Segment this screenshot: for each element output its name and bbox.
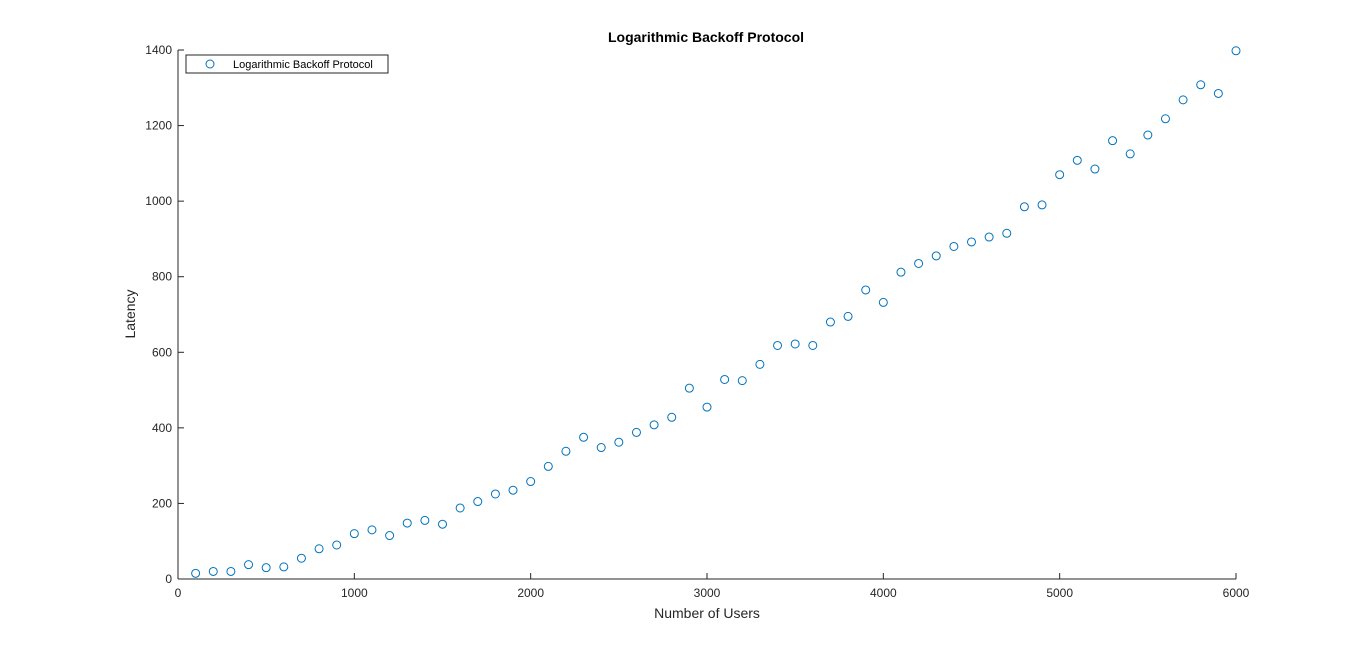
data-point (914, 258, 924, 268)
data-point (1231, 46, 1241, 56)
data-point (561, 446, 571, 456)
legend-label: Logarithmic Backoff Protocol (233, 59, 373, 71)
data-point (579, 432, 589, 442)
data-point (473, 497, 483, 507)
data-point (1125, 149, 1135, 159)
data-point (1090, 164, 1100, 174)
data-point (1143, 130, 1153, 140)
data-point (349, 529, 359, 539)
data-point (1178, 95, 1188, 105)
data-point (420, 515, 430, 525)
data-point (773, 340, 783, 350)
legend-marker (205, 59, 215, 69)
data-point (720, 374, 730, 384)
data-point (631, 427, 641, 437)
data-point (490, 489, 500, 499)
data-point (261, 563, 271, 573)
legend: Logarithmic Backoff Protocol (185, 54, 389, 74)
data-point (861, 285, 871, 295)
x-tick-label: 6000 (1223, 586, 1250, 600)
data-point (314, 544, 324, 554)
y-tick-label: 1400 (145, 43, 172, 57)
data-point (191, 568, 201, 578)
data-point (543, 461, 553, 471)
data-point (296, 553, 306, 563)
data-point (1019, 202, 1029, 212)
legend-box (185, 54, 389, 74)
data-point (667, 412, 677, 422)
data-point (526, 477, 536, 487)
data-point (790, 339, 800, 349)
data-points (191, 46, 1241, 578)
y-tick-label: 600 (152, 345, 172, 359)
data-point (949, 241, 959, 251)
data-point (1072, 155, 1082, 165)
y-axis-label: Latency (122, 289, 138, 338)
data-point (825, 317, 835, 327)
data-point (332, 540, 342, 550)
data-point (226, 566, 236, 576)
x-tick-label: 2000 (517, 586, 544, 600)
x-tick-label: 3000 (694, 586, 721, 600)
data-point (702, 402, 712, 412)
data-point (367, 525, 377, 535)
y-tick-label: 400 (152, 421, 172, 435)
data-point (1213, 88, 1223, 98)
data-point (1196, 80, 1206, 90)
data-point (1108, 136, 1118, 146)
y-tick-label: 1200 (145, 119, 172, 133)
data-point (455, 503, 465, 513)
y-ticks: 0 200 400 600 800 1000 1200 1400 (145, 43, 184, 586)
data-point (737, 376, 747, 386)
data-point (208, 566, 218, 576)
y-tick-label: 0 (165, 572, 172, 586)
x-tick-label: 1000 (341, 586, 368, 600)
data-point (984, 232, 994, 242)
data-point (843, 311, 853, 321)
y-tick-label: 1000 (145, 194, 172, 208)
data-point (402, 518, 412, 528)
data-point (438, 519, 447, 529)
data-point (508, 485, 518, 495)
data-point (614, 437, 624, 447)
data-point (244, 560, 254, 570)
x-ticks: 0 1000 2000 3000 4000 5000 6000 (175, 573, 1250, 600)
x-tick-label: 0 (175, 586, 182, 600)
data-point (808, 340, 818, 350)
data-point (684, 383, 694, 393)
x-tick-label: 4000 (870, 586, 897, 600)
data-point (878, 297, 888, 307)
data-point (967, 237, 976, 247)
axes (177, 50, 1236, 580)
data-point (1160, 114, 1170, 124)
data-point (596, 443, 606, 453)
chart-title: Logarithmic Backoff Protocol (608, 29, 804, 45)
x-tick-label: 5000 (1046, 586, 1073, 600)
data-point (649, 420, 659, 430)
y-tick-label: 800 (152, 270, 172, 284)
data-point (279, 562, 289, 572)
data-point (896, 267, 906, 277)
data-point (1055, 170, 1065, 180)
data-point (1002, 228, 1012, 238)
y-tick-label: 200 (152, 496, 172, 510)
data-point (1037, 200, 1047, 210)
data-point (385, 531, 395, 541)
data-point (755, 359, 765, 369)
x-axis-label: Number of Users (654, 605, 760, 621)
data-point (931, 251, 941, 261)
